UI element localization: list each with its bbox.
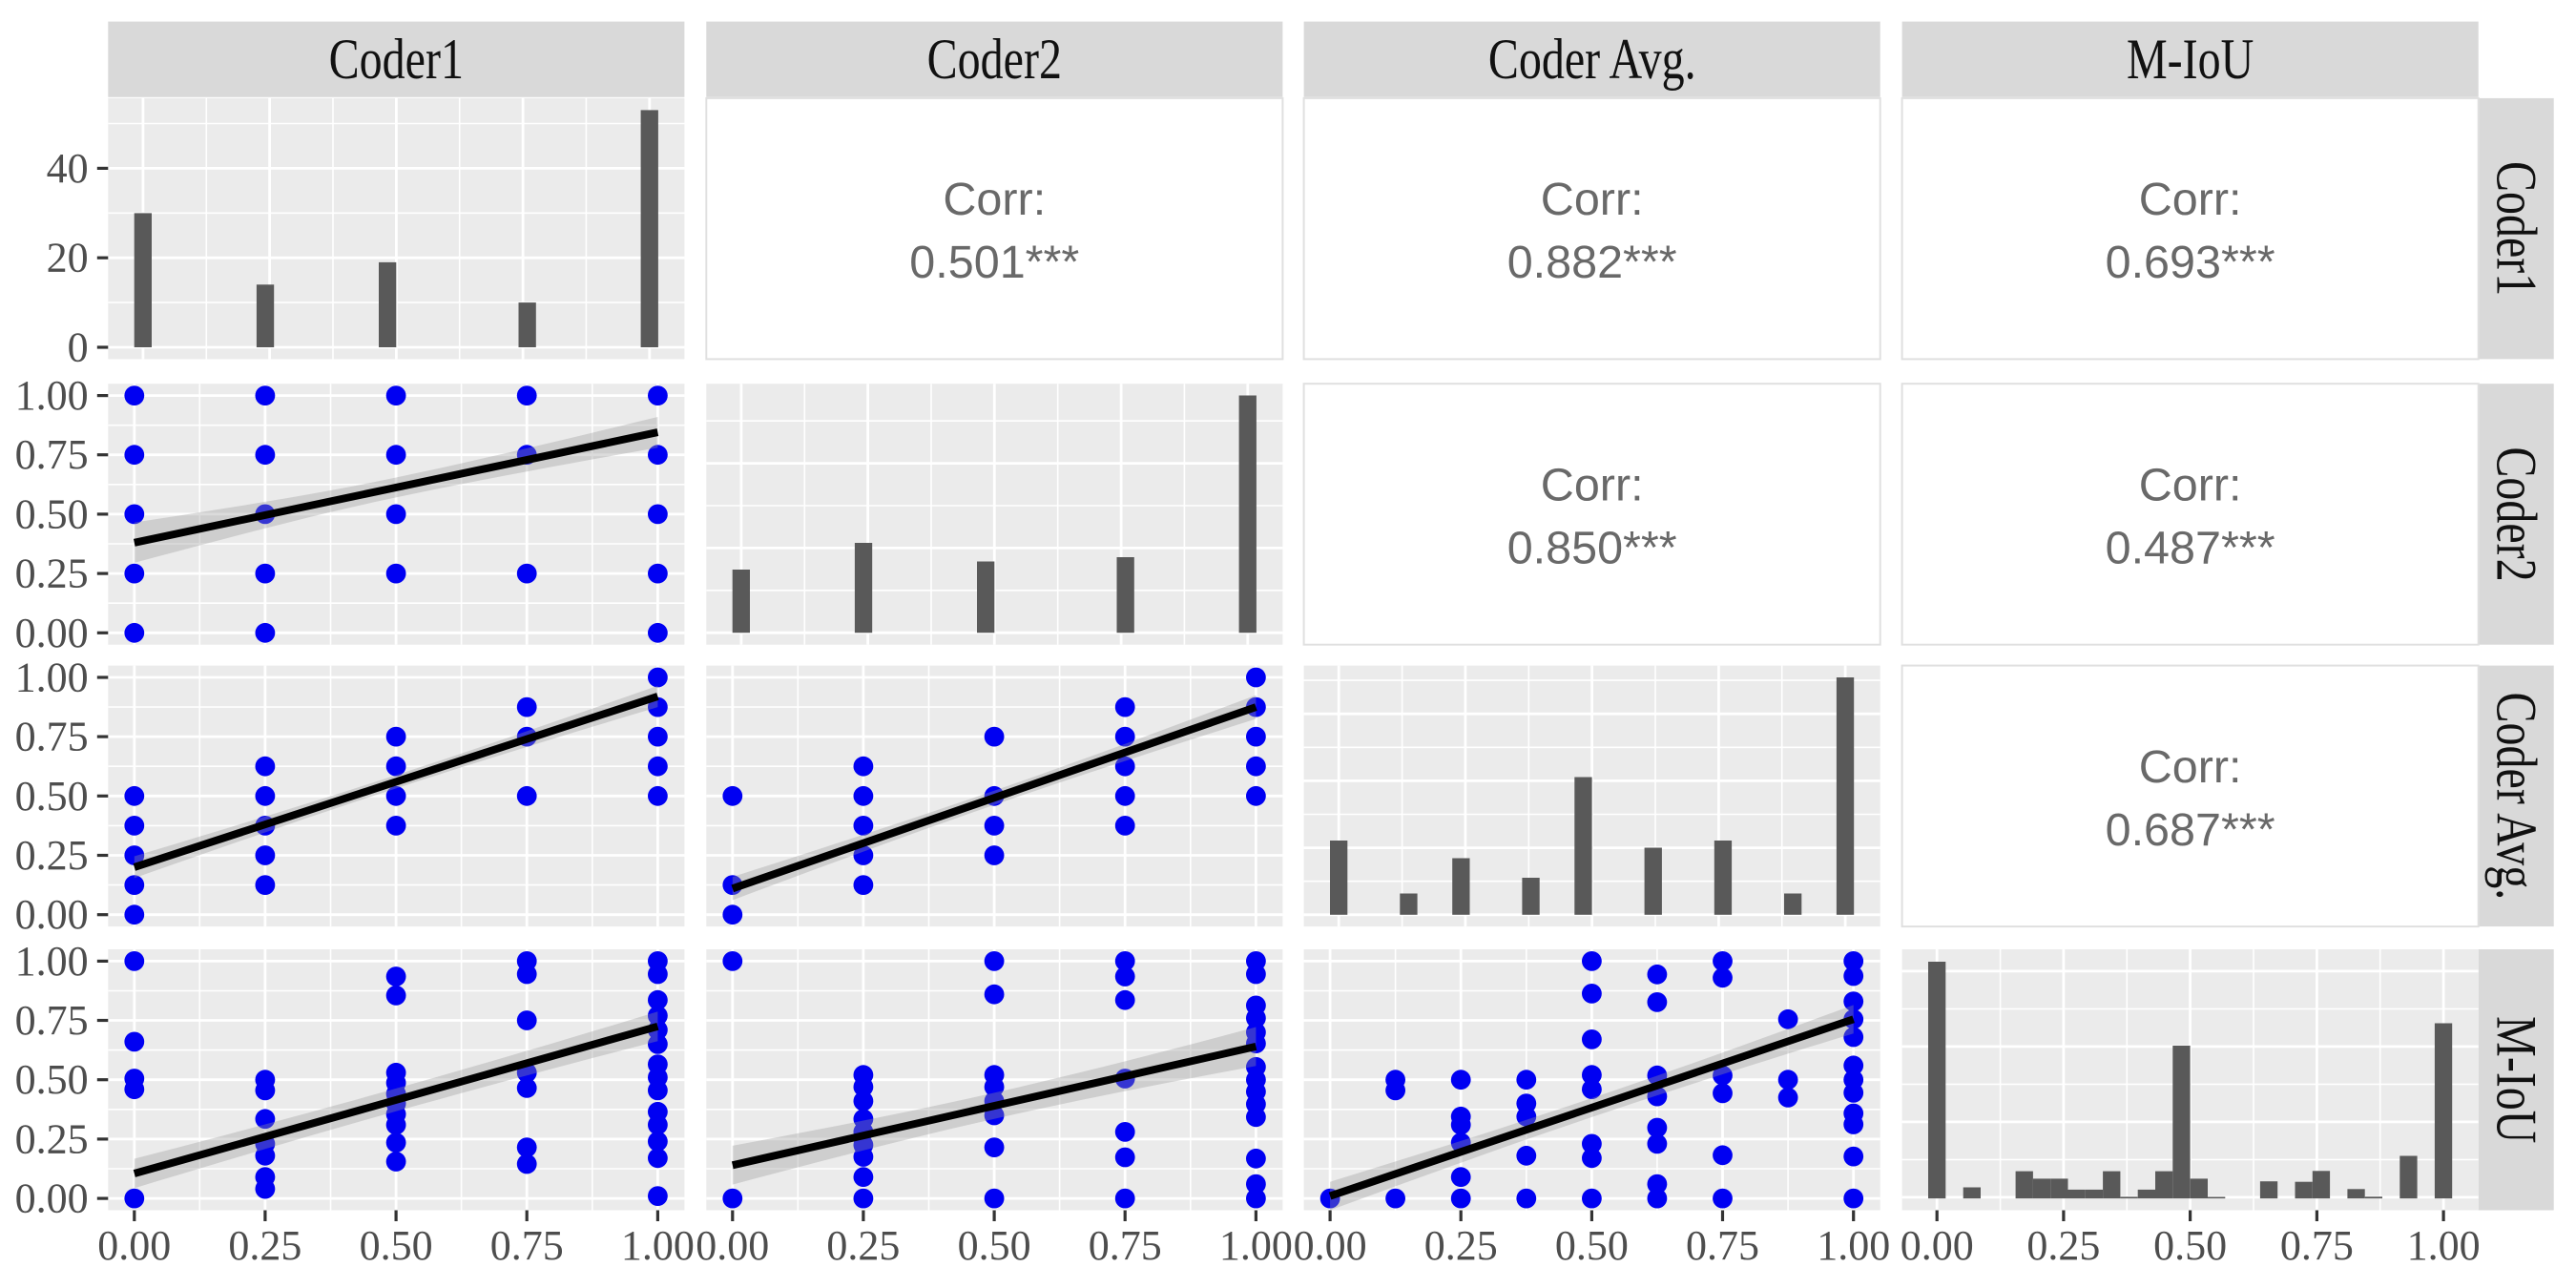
svg-text:Coder Avg.: Coder Avg.: [1488, 28, 1696, 91]
svg-text:0.25: 0.25: [15, 832, 89, 879]
svg-text:0.50: 0.50: [1555, 1222, 1629, 1269]
svg-text:0.00: 0.00: [1901, 1222, 1974, 1269]
svg-text:Corr:: Corr:: [2139, 174, 2242, 225]
svg-text:0.25: 0.25: [2026, 1222, 2100, 1269]
svg-text:0.25: 0.25: [15, 551, 89, 597]
svg-text:0.50: 0.50: [15, 490, 89, 537]
svg-text:Coder2: Coder2: [2484, 447, 2547, 581]
svg-text:0.00: 0.00: [696, 1222, 769, 1269]
svg-text:0.00: 0.00: [97, 1222, 171, 1269]
svg-text:0.50: 0.50: [2153, 1222, 2227, 1269]
svg-text:Corr:: Corr:: [2139, 460, 2242, 511]
svg-text:0: 0: [68, 324, 89, 371]
svg-text:40: 40: [47, 145, 89, 192]
svg-text:0.50: 0.50: [360, 1222, 433, 1269]
svg-text:1.00: 1.00: [1817, 1222, 1890, 1269]
svg-text:20: 20: [47, 235, 89, 281]
svg-text:0.687***: 0.687***: [2106, 804, 2275, 856]
svg-text:Corr:: Corr:: [943, 174, 1046, 225]
svg-text:0.50: 0.50: [15, 1056, 89, 1103]
svg-text:0.487***: 0.487***: [2106, 523, 2275, 574]
svg-text:0.50: 0.50: [958, 1222, 1031, 1269]
svg-text:0.75: 0.75: [1686, 1222, 1759, 1269]
svg-text:1.00: 1.00: [15, 372, 89, 419]
svg-text:0.00: 0.00: [15, 610, 89, 656]
svg-text:0.50: 0.50: [15, 773, 89, 820]
svg-text:Coder2: Coder2: [927, 28, 1062, 91]
svg-text:0.00: 0.00: [15, 1175, 89, 1222]
svg-text:Corr:: Corr:: [1541, 174, 1644, 225]
svg-text:0.25: 0.25: [228, 1222, 301, 1269]
svg-text:0.25: 0.25: [826, 1222, 900, 1269]
svg-text:0.693***: 0.693***: [2106, 237, 2275, 288]
svg-text:1.00: 1.00: [15, 654, 89, 701]
svg-text:Corr:: Corr:: [1541, 460, 1644, 511]
svg-text:Coder Avg.: Coder Avg.: [2484, 693, 2547, 901]
svg-text:1.00: 1.00: [15, 938, 89, 985]
svg-text:0.75: 0.75: [1089, 1222, 1162, 1269]
svg-text:0.75: 0.75: [15, 997, 89, 1044]
svg-text:1.00: 1.00: [1219, 1222, 1293, 1269]
svg-text:Corr:: Corr:: [2139, 741, 2242, 793]
svg-text:0.75: 0.75: [2280, 1222, 2354, 1269]
svg-text:M-IoU: M-IoU: [2484, 1016, 2547, 1143]
svg-text:0.501***: 0.501***: [909, 237, 1079, 288]
svg-text:0.25: 0.25: [15, 1115, 89, 1162]
svg-text:0.00: 0.00: [15, 891, 89, 938]
svg-text:0.75: 0.75: [490, 1222, 564, 1269]
svg-text:Coder1: Coder1: [2484, 161, 2547, 296]
svg-text:0.75: 0.75: [15, 714, 89, 760]
svg-text:M-IoU: M-IoU: [2127, 28, 2254, 91]
svg-text:Coder1: Coder1: [329, 28, 464, 91]
svg-text:0.25: 0.25: [1424, 1222, 1498, 1269]
svg-text:0.00: 0.00: [1294, 1222, 1367, 1269]
svg-text:0.75: 0.75: [15, 431, 89, 478]
svg-text:0.850***: 0.850***: [1507, 523, 1677, 574]
svg-text:1.00: 1.00: [621, 1222, 695, 1269]
svg-text:0.882***: 0.882***: [1507, 237, 1677, 288]
svg-text:1.00: 1.00: [2407, 1222, 2481, 1269]
